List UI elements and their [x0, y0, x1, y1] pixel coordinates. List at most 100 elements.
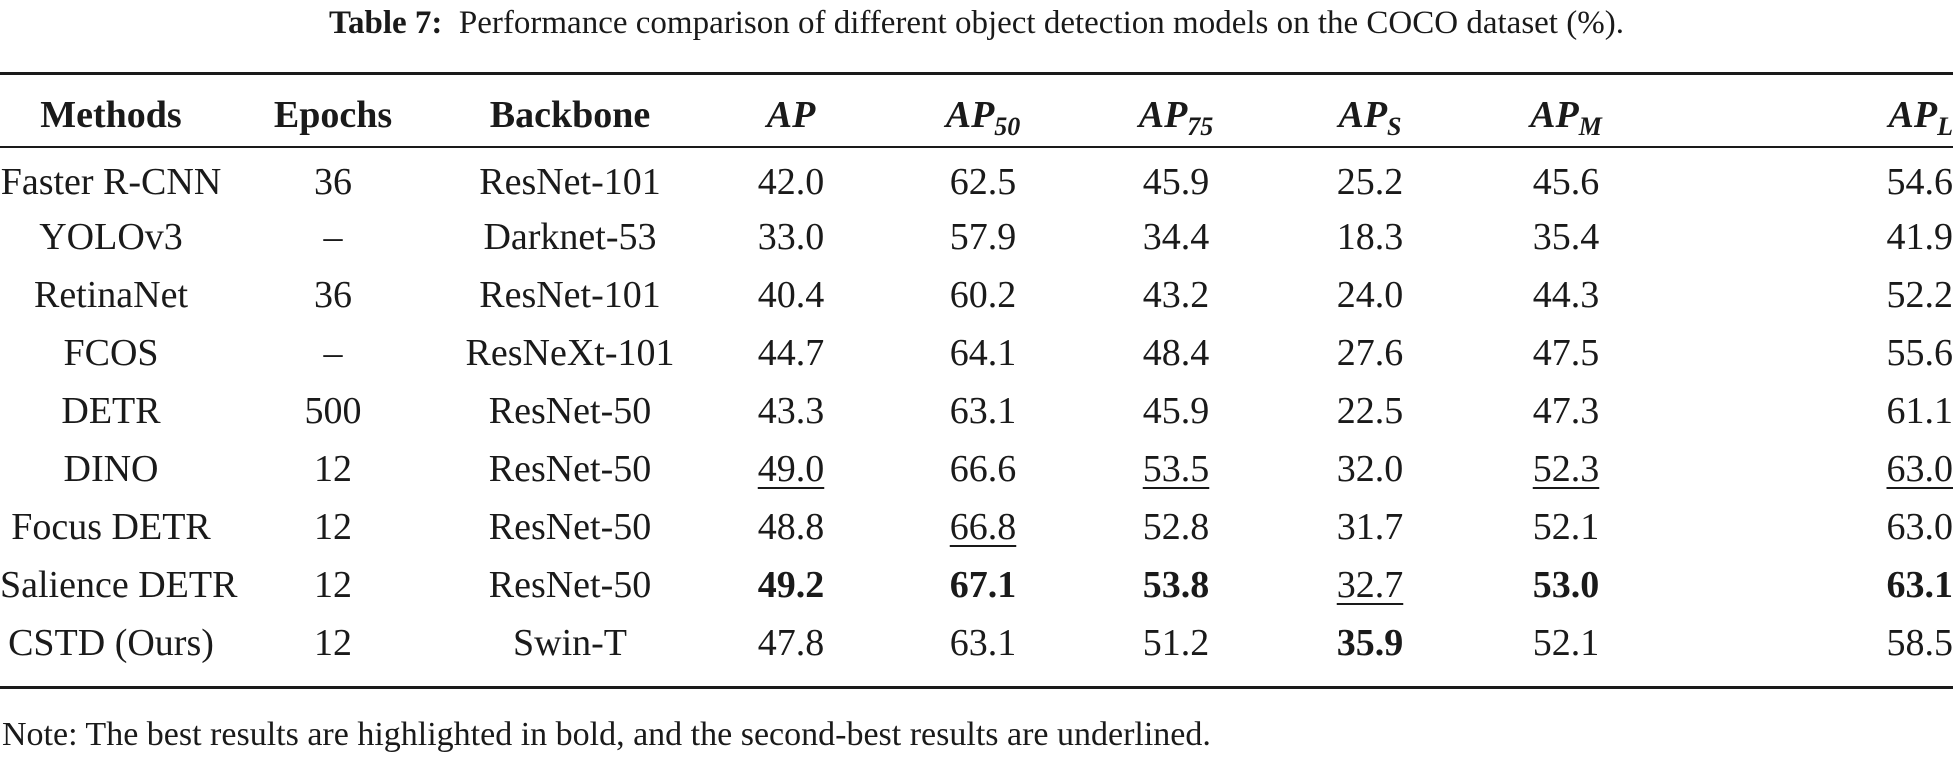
cell-ap: 49.0	[757, 448, 825, 490]
cell-epochs: 36	[314, 274, 352, 316]
cell-backbone: Darknet-53	[483, 216, 657, 258]
cell-apm: 52.3	[1532, 448, 1600, 490]
cell-backbone: ResNet-50	[488, 390, 652, 432]
results-table: Methods Epochs Backbone AP AP50 AP75 APS…	[0, 75, 1953, 672]
cell-ap75: 53.5	[1142, 448, 1210, 490]
cell-ap50: 60.2	[949, 274, 1017, 316]
cell-backbone: ResNet-101	[479, 274, 661, 316]
cell-ap50: 66.6	[949, 448, 1017, 490]
cell-ap75: 43.2	[1142, 274, 1210, 316]
cell-aps: 32.7	[1336, 564, 1404, 606]
cell-ap: 44.7	[757, 332, 825, 374]
cell-apl: 63.0	[1886, 506, 1953, 548]
cell-method: YOLOv3	[39, 216, 183, 258]
cell-method: DINO	[63, 448, 159, 490]
cell-apm: 53.0	[1532, 564, 1600, 606]
cell-ap: 49.2	[757, 564, 825, 606]
table-row: FCOS – ResNeXt-101 44.7 64.1 48.4 27.6 47.5 55.6	[0, 324, 1953, 382]
cell-apl: 41.9	[1886, 216, 1953, 258]
cell-ap50: 57.9	[949, 216, 1017, 258]
cell-apm: 45.6	[1532, 161, 1600, 203]
cell-apm: 52.1	[1532, 506, 1600, 548]
cell-apm: 52.1	[1532, 622, 1600, 664]
cell-aps: 35.9	[1336, 622, 1404, 664]
table-note: Note: The best results are highlighted i…	[2, 716, 1211, 753]
cell-ap: 33.0	[757, 216, 825, 258]
table-header-row: Methods Epochs Backbone AP AP50 AP75 APS…	[0, 75, 1953, 150]
cell-ap: 40.4	[757, 274, 825, 316]
cell-ap: 42.0	[757, 161, 825, 203]
cell-apm: 44.3	[1532, 274, 1600, 316]
table-row: DETR 500 ResNet-50 43.3 63.1 45.9 22.5 47.3 61.1	[0, 382, 1953, 440]
table-row: RetinaNet 36 ResNet-101 40.4 60.2 43.2 24.0 44.…	[0, 266, 1953, 324]
cell-method: DETR	[61, 390, 161, 432]
cell-method: Faster R-CNN	[0, 161, 222, 203]
cell-apl: 61.1	[1886, 390, 1953, 432]
table-caption-label: Table 7:	[329, 5, 443, 41]
cell-ap50: 67.1	[949, 564, 1017, 606]
table-row: CSTD (Ours) 12 Swin-T 47.8 63.1 51.2 35.9 52.1 5…	[0, 614, 1953, 672]
cell-ap75: 48.4	[1142, 332, 1210, 374]
cell-ap: 43.3	[757, 390, 825, 432]
cell-method: RetinaNet	[33, 274, 189, 316]
cell-epochs: 36	[314, 161, 352, 203]
cell-aps: 25.2	[1336, 161, 1404, 203]
cell-method: Salience DETR	[0, 564, 238, 606]
header-ap: AP	[766, 93, 816, 136]
cell-apl: 52.2	[1886, 274, 1953, 316]
cell-apl: 58.5	[1886, 622, 1953, 664]
header-ap50: AP50	[945, 93, 1021, 141]
table-row: Salience DETR 12 ResNet-50 49.2 67.1 53.8 32.7…	[0, 556, 1953, 614]
table-caption-text: Performance comparison of different obje…	[458, 5, 1624, 41]
cell-backbone: ResNet-50	[488, 448, 652, 490]
cell-aps: 18.3	[1336, 216, 1404, 258]
cell-apl: 54.6	[1886, 161, 1953, 203]
cell-apm: 35.4	[1532, 216, 1600, 258]
cell-backbone: ResNeXt-101	[465, 332, 675, 374]
cell-epochs: 12	[314, 506, 352, 548]
cell-ap50: 62.5	[949, 161, 1017, 203]
cell-aps: 22.5	[1336, 390, 1404, 432]
cell-ap50: 63.1	[949, 622, 1017, 664]
header-aps: APS	[1338, 93, 1402, 141]
cell-ap: 48.8	[757, 506, 825, 548]
cell-epochs: –	[323, 332, 343, 374]
cell-aps: 31.7	[1336, 506, 1404, 548]
cell-aps: 24.0	[1336, 274, 1404, 316]
cell-ap75: 45.9	[1142, 161, 1210, 203]
cell-backbone: ResNet-50	[488, 564, 652, 606]
cell-epochs: 12	[314, 564, 352, 606]
cell-backbone: ResNet-50	[488, 506, 652, 548]
cell-apl: 63.0	[1886, 448, 1953, 490]
header-apm: APM	[1530, 93, 1602, 141]
cell-ap50: 66.8	[949, 506, 1017, 548]
cell-apm: 47.5	[1532, 332, 1600, 374]
cell-epochs: 12	[314, 448, 352, 490]
cell-apl: 55.6	[1886, 332, 1953, 374]
cell-ap50: 63.1	[949, 390, 1017, 432]
cell-method: CSTD (Ours)	[8, 622, 214, 664]
table-top-rule	[0, 72, 1953, 75]
cell-ap75: 52.8	[1142, 506, 1210, 548]
header-methods: Methods	[40, 93, 182, 136]
cell-ap50: 64.1	[949, 332, 1017, 374]
cell-ap75: 45.9	[1142, 390, 1210, 432]
cell-ap: 47.8	[757, 622, 825, 664]
cell-method: FCOS	[63, 332, 159, 374]
cell-epochs: 12	[314, 622, 352, 664]
header-backbone: Backbone	[489, 93, 651, 136]
header-ap75: AP75	[1138, 93, 1214, 141]
cell-ap75: 34.4	[1142, 216, 1210, 258]
cell-backbone: ResNet-101	[479, 161, 661, 203]
cell-epochs: 500	[304, 390, 362, 432]
cell-epochs: –	[323, 216, 343, 258]
table-bottom-rule	[0, 686, 1953, 689]
cell-ap75: 53.8	[1142, 564, 1210, 606]
table-body: Faster R-CNN 36 ResNet-101 42.0 62.5 45.9 25.2…	[0, 150, 1953, 672]
header-epochs: Epochs	[273, 93, 393, 136]
table-header-rule	[0, 146, 1953, 148]
table-row: Focus DETR 12 ResNet-50 48.8 66.8 52.8 31.7 52.…	[0, 498, 1953, 556]
cell-backbone: Swin-T	[513, 622, 627, 664]
cell-ap75: 51.2	[1142, 622, 1210, 664]
table-row: Faster R-CNN 36 ResNet-101 42.0 62.5 45.9 25.2…	[0, 150, 1953, 208]
